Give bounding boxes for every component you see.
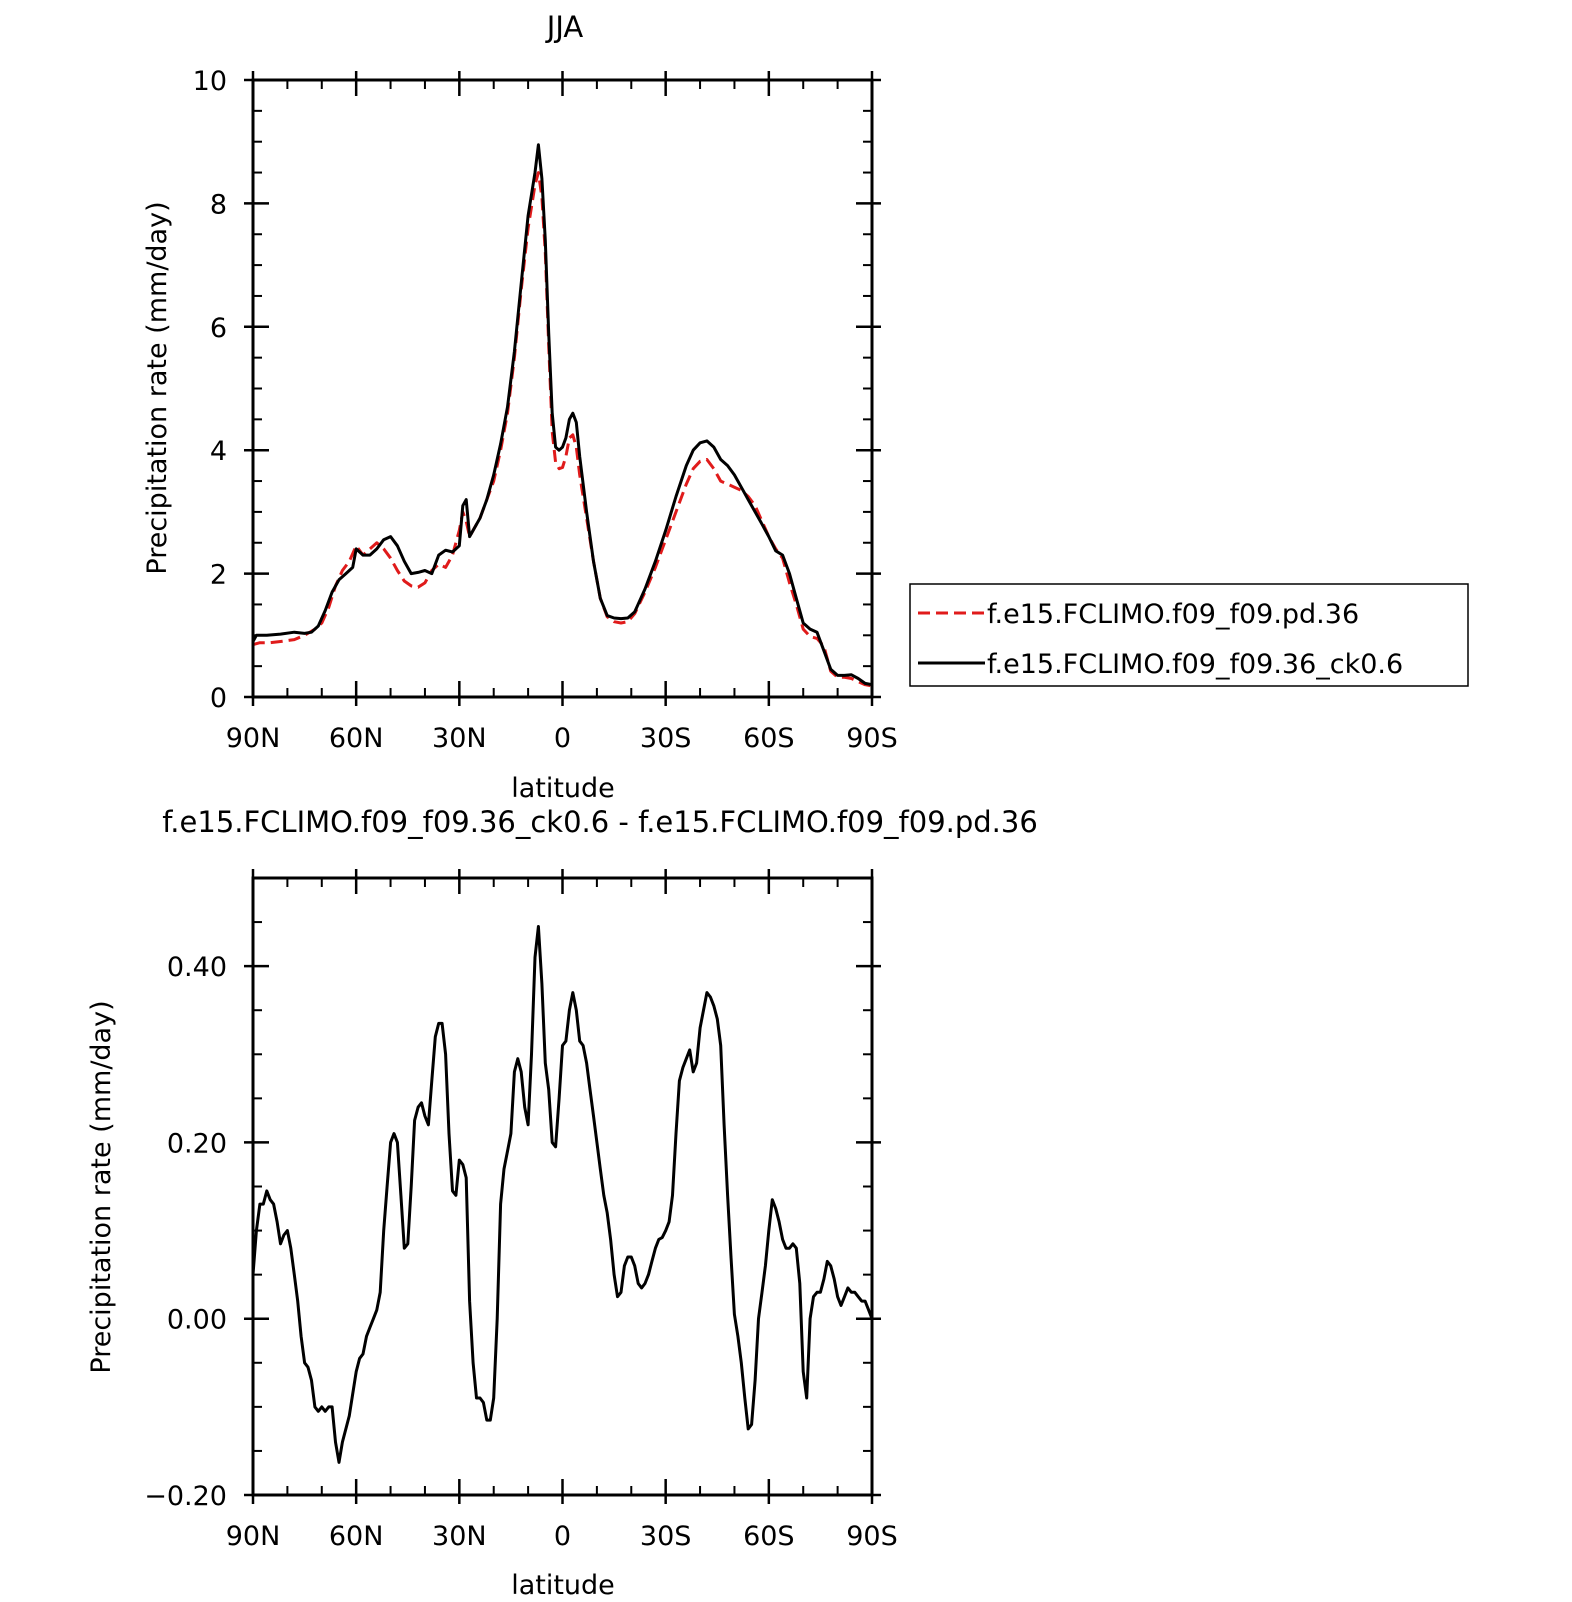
- series-line-0-0: [253, 171, 872, 688]
- legend-label-ck06: f.e15.FCLIMO.f09_f09.36_ck0.6: [987, 649, 1403, 680]
- x-tick-label: 90N: [226, 1521, 281, 1552]
- x-tick-label: 30S: [640, 1521, 692, 1552]
- top-plot-area: 90N 60N 30N 0 30S 60S 90S 0 2 4 6 8 10: [193, 66, 898, 754]
- y-tick-label: 2: [210, 560, 227, 591]
- x-tick-label: 60N: [329, 723, 384, 754]
- x-tick-label: 90S: [846, 1521, 898, 1552]
- x-tick-label: 30N: [432, 1521, 487, 1552]
- top-y-axis-label: Precipitation rate (mm/day): [142, 201, 173, 574]
- x-tick-label: 30N: [432, 723, 487, 754]
- top-plot-frame: [251, 78, 874, 699]
- x-tick-label: 30S: [640, 723, 692, 754]
- legend-label-pd36: f.e15.FCLIMO.f09_f09.pd.36: [987, 599, 1359, 630]
- x-tick-label: 0: [554, 1521, 571, 1552]
- y-tick-label: 0.20: [167, 1128, 227, 1159]
- x-tick-label: 90N: [226, 723, 281, 754]
- y-tick-label: 0: [210, 683, 227, 714]
- bottom-chart-title: f.e15.FCLIMO.f09_f09.36_ck0.6 - f.e15.FC…: [162, 805, 1038, 839]
- bottom-y-axis-label: Precipitation rate (mm/day): [86, 1000, 117, 1373]
- y-tick-label: −0.20: [144, 1481, 227, 1512]
- y-tick-label: 6: [210, 313, 227, 344]
- bottom-panel: f.e15.FCLIMO.f09_f09.36_ck0.6 - f.e15.FC…: [86, 805, 1038, 1601]
- x-tick-label: 90S: [846, 723, 898, 754]
- top-chart-title: JJA: [545, 10, 584, 44]
- top-x-axis-label: latitude: [511, 773, 615, 804]
- x-tick-label: 60S: [743, 723, 795, 754]
- x-tick-label: 0: [554, 723, 571, 754]
- series-line-1-0: [253, 925, 872, 1464]
- legend: f.e15.FCLIMO.f09_f09.pd.36 f.e15.FCLIMO.…: [909, 583, 1469, 687]
- y-tick-label: 0.00: [167, 1305, 227, 1336]
- bottom-x-axis-label: latitude: [511, 1570, 615, 1601]
- y-tick-label: 4: [210, 436, 227, 467]
- y-tick-label: 8: [210, 189, 227, 220]
- x-tick-label: 60S: [743, 1521, 795, 1552]
- x-tick-label: 60N: [329, 1521, 384, 1552]
- y-tick-label: 0.40: [167, 952, 227, 983]
- bottom-plot-area: 90N 60N 30N 0 30S 60S 90S −0.20 0.00 0.20 0.40: [144, 869, 898, 1552]
- legend-box: [909, 583, 1469, 687]
- y-tick-label: 10: [193, 66, 227, 97]
- bottom-plot-frame: [251, 876, 874, 1497]
- series-line-0-1: [253, 143, 872, 687]
